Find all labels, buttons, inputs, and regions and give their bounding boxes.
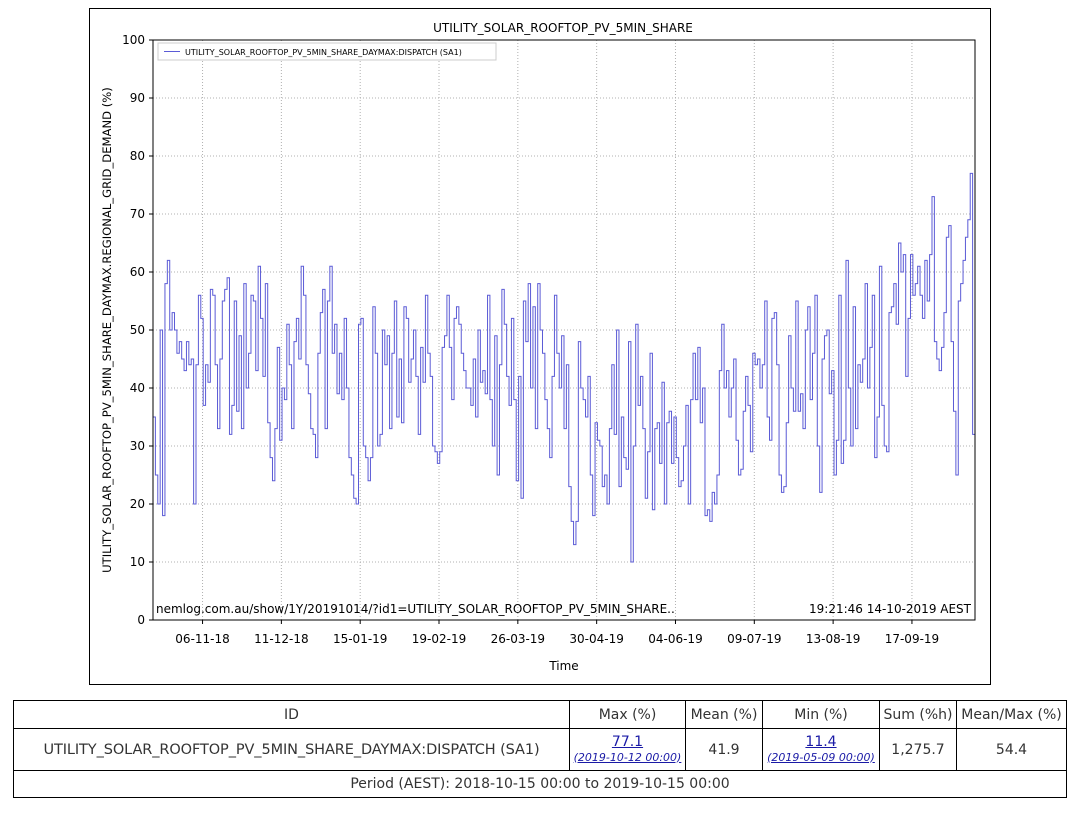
x-tick-label: 17-09-19 bbox=[885, 632, 939, 646]
header-mean-max: Mean/Max (%) bbox=[956, 700, 1067, 729]
legend-label: UTILITY_SOLAR_ROOFTOP_PV_5MIN_SHARE_DAYM… bbox=[185, 48, 462, 57]
y-tick-label: 60 bbox=[130, 265, 145, 279]
y-tick-label: 20 bbox=[130, 497, 145, 511]
source-url-annotation: nemlog.com.au/show/1Y/20191014/?id1=UTIL… bbox=[156, 602, 675, 616]
legend-box bbox=[157, 42, 497, 61]
stats-table: ID Max (%) Mean (%) Min (%) Sum (%h) Mea… bbox=[13, 700, 1067, 798]
header-min: Min (%) bbox=[762, 700, 880, 729]
y-tick-label: 50 bbox=[130, 323, 145, 337]
x-tick-label: 26-03-19 bbox=[491, 632, 545, 646]
legend: UTILITY_SOLAR_ROOFTOP_PV_5MIN_SHARE_DAYM… bbox=[157, 42, 497, 61]
table-row: UTILITY_SOLAR_ROOFTOP_PV_5MIN_SHARE_DAYM… bbox=[13, 728, 1067, 771]
x-tick-label: 30-04-19 bbox=[569, 632, 623, 646]
row-mean-max: 54.4 bbox=[956, 728, 1067, 771]
x-axis-label: Time bbox=[548, 659, 578, 673]
header-id: ID bbox=[13, 700, 570, 729]
y-axis-label: UTILITY_SOLAR_ROOFTOP_PV_5MIN_SHARE_DAYM… bbox=[100, 87, 114, 573]
x-tick-label: 11-12-18 bbox=[254, 632, 308, 646]
header-max: Max (%) bbox=[569, 700, 686, 729]
y-tick-label: 90 bbox=[130, 91, 145, 105]
period-text: Period (AEST): 2018-10-15 00:00 to 2019-… bbox=[13, 770, 1067, 798]
chart-title: UTILITY_SOLAR_ROOFTOP_PV_5MIN_SHARE bbox=[433, 21, 693, 35]
x-tick-label: 13-08-19 bbox=[806, 632, 860, 646]
header-mean: Mean (%) bbox=[685, 700, 763, 729]
chart: UTILITY_SOLAR_ROOFTOP_PV_5MIN_SHARE 0 10 2… bbox=[100, 21, 976, 673]
axes: 0 10 20 30 40 50 60 70 80 90 100 06-11-18 11-12-18 15… bbox=[122, 33, 939, 646]
row-id: UTILITY_SOLAR_ROOFTOP_PV_5MIN_SHARE_DAYM… bbox=[13, 728, 570, 771]
grid bbox=[153, 40, 975, 620]
period-row: Period (AEST): 2018-10-15 00:00 to 2019-… bbox=[13, 770, 1067, 798]
max-value-link[interactable]: 77.1 bbox=[611, 733, 644, 750]
y-tick-label: 10 bbox=[130, 555, 145, 569]
y-tick-label: 40 bbox=[130, 381, 145, 395]
chart-frame: UTILITY_SOLAR_ROOFTOP_PV_5MIN_SHARE 0 10 2… bbox=[89, 8, 991, 685]
min-date-link[interactable]: (2019-05-09 00:00) bbox=[767, 750, 875, 764]
y-tick-label: 0 bbox=[137, 613, 145, 627]
row-mean: 41.9 bbox=[685, 728, 763, 771]
y-tick-label: 100 bbox=[122, 33, 145, 47]
min-value-link[interactable]: 11.4 bbox=[805, 733, 837, 750]
x-tick-label: 15-01-19 bbox=[333, 632, 387, 646]
row-sum: 1,275.7 bbox=[879, 728, 957, 771]
header-sum: Sum (%h) bbox=[879, 700, 957, 729]
series-line bbox=[153, 172, 975, 563]
x-tick-label: 09-07-19 bbox=[727, 632, 781, 646]
row-max: 77.1 (2019-10-12 00:00) bbox=[569, 728, 686, 771]
y-tick-label: 70 bbox=[130, 207, 145, 221]
timestamp-annotation: 19:21:46 14-10-2019 AEST bbox=[809, 602, 972, 616]
table-header-row: ID Max (%) Mean (%) Min (%) Sum (%h) Mea… bbox=[13, 700, 1067, 729]
y-tick-label: 30 bbox=[130, 439, 145, 453]
x-tick-label: 04-06-19 bbox=[648, 632, 702, 646]
x-tick-label: 19-02-19 bbox=[412, 632, 466, 646]
y-tick-label: 80 bbox=[130, 149, 145, 163]
max-date-link[interactable]: (2019-10-12 00:00) bbox=[573, 750, 682, 764]
series-path bbox=[153, 172, 975, 563]
x-tick-label: 06-11-18 bbox=[175, 632, 229, 646]
row-min: 11.4 (2019-05-09 00:00) bbox=[762, 728, 880, 771]
